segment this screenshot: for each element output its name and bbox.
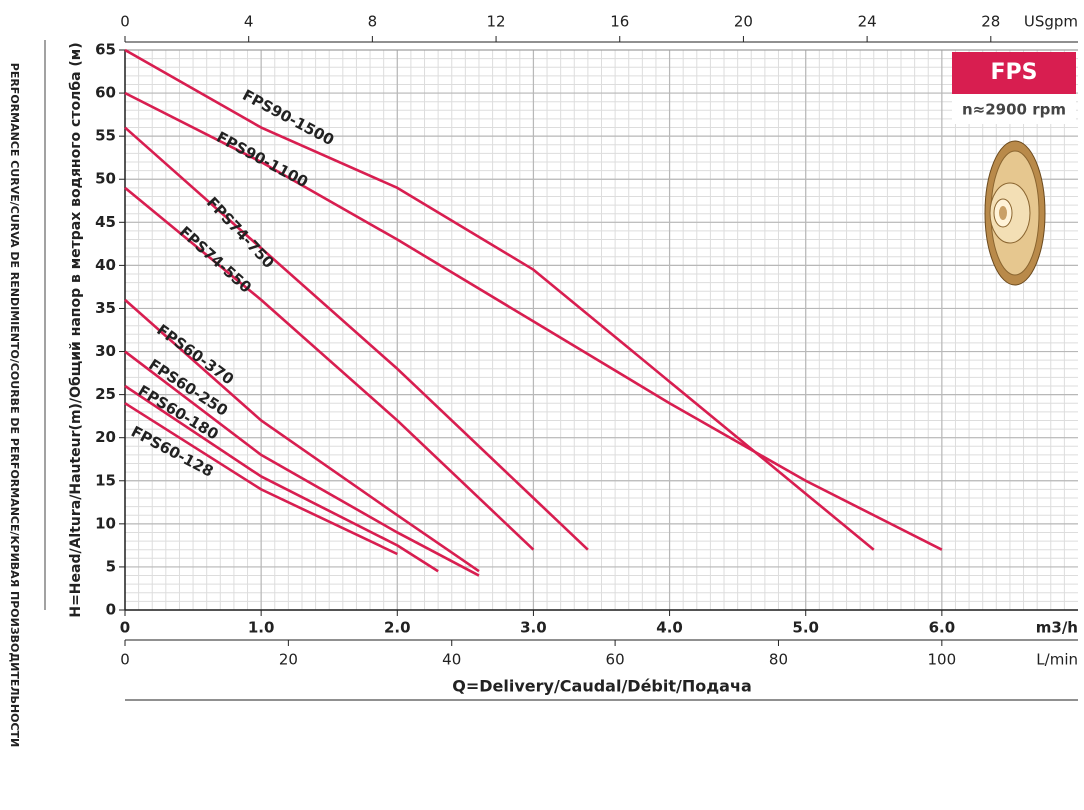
x-tick-label: 2.0 — [384, 619, 411, 637]
x2-tick-label: 0 — [120, 13, 130, 31]
badge-box — [952, 52, 1076, 94]
curve-label: FPS90-1100 — [213, 128, 311, 191]
x2-tick-label: 24 — [858, 13, 877, 31]
curve — [124, 402, 398, 556]
x-tick-label: 1.0 — [248, 619, 275, 637]
x3-tick-label: 0 — [120, 651, 130, 669]
x-tick-label: 4.0 — [656, 619, 683, 637]
y-tick-label: 5 — [106, 557, 116, 575]
y-tick-label: 25 — [95, 385, 116, 403]
curve — [124, 48, 875, 551]
y-tick-label: 35 — [95, 299, 116, 317]
grid — [124, 49, 1078, 611]
y-tick-label: 40 — [95, 256, 116, 274]
x-axis-label: Q=Delivery/Caudal/Débit/Подача — [452, 677, 752, 696]
x3-tick-label: 20 — [279, 651, 298, 669]
x2-tick-label: 16 — [610, 13, 629, 31]
impeller-icon — [984, 140, 1046, 286]
y-tick-label: 45 — [95, 213, 116, 231]
speed: n≈2900 rpm — [962, 101, 1066, 119]
x2-tick-label: 4 — [244, 13, 254, 31]
x-tick-label: 3.0 — [520, 619, 547, 637]
y-tick-label: 10 — [95, 514, 116, 532]
badge: FPS — [991, 60, 1038, 85]
x2-tick-label: 28 — [981, 13, 1000, 31]
y-tick-label: 15 — [95, 471, 116, 489]
y-tick-label: 65 — [95, 41, 116, 59]
y-tick-label: 55 — [95, 127, 116, 145]
x3-unit: L/min — [1036, 651, 1078, 669]
y-tick-label: 20 — [95, 428, 116, 446]
y-tick-label: 60 — [95, 84, 116, 102]
side-title: PERFORMANCE CURVE/CURVA DE RENDIMIENTO/C… — [8, 63, 21, 747]
x-tick-label: 0 — [120, 619, 130, 637]
y-axis-label: H=Head/Altura/Hauteur(m)/Общий напор в м… — [68, 42, 84, 617]
y-tick-label: 50 — [95, 170, 116, 188]
curve — [124, 350, 480, 577]
x2-tick-label: 20 — [734, 13, 753, 31]
curve — [124, 91, 943, 551]
x2-unit: USgpm — [1024, 13, 1078, 31]
x3-tick-label: 100 — [928, 651, 957, 669]
speed-box — [952, 94, 1076, 124]
x2-tick-label: 8 — [368, 13, 378, 31]
x-tick-label: 5.0 — [792, 619, 819, 637]
curve — [124, 186, 535, 551]
curve — [124, 384, 439, 573]
x-tick-label: 6.0 — [929, 619, 956, 637]
x3-tick-label: 60 — [606, 651, 625, 669]
y-tick-label: 0 — [106, 601, 116, 619]
x3-tick-label: 80 — [769, 651, 788, 669]
x2-tick-label: 12 — [487, 13, 506, 31]
curve — [124, 126, 589, 551]
y-tick-label: 30 — [95, 342, 116, 360]
x3-tick-label: 40 — [442, 651, 461, 669]
x-unit: m3/h — [1036, 619, 1078, 637]
curve — [124, 298, 480, 573]
